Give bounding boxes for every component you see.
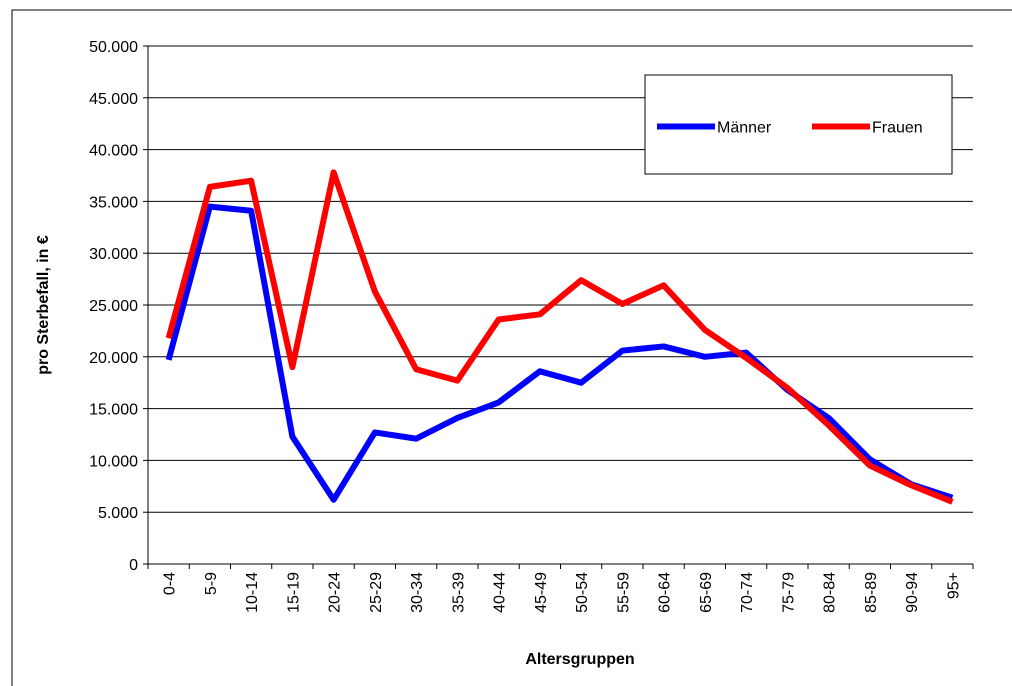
x-tick-label: 80-84 bbox=[822, 572, 839, 613]
x-tick-label: 50-54 bbox=[574, 572, 591, 613]
x-axis-label: Altersgruppen bbox=[525, 651, 634, 668]
y-tick-label: 30.000 bbox=[89, 246, 138, 263]
line-series bbox=[165, 169, 954, 505]
x-tick-label: 85-89 bbox=[863, 572, 880, 613]
x-tick-label: 70-74 bbox=[739, 572, 756, 613]
x-tick-label: 15-19 bbox=[285, 572, 302, 613]
legend-label: Männer bbox=[717, 120, 772, 137]
y-tick-label: 40.000 bbox=[89, 143, 138, 160]
y-tick-label: 10.000 bbox=[89, 453, 138, 470]
x-tick-label: 90-94 bbox=[904, 572, 921, 613]
y-tick-label: 50.000 bbox=[89, 39, 138, 56]
x-tick-label: 45-49 bbox=[533, 572, 550, 613]
x-tick-label: 40-44 bbox=[492, 572, 509, 613]
y-tick-label: 0 bbox=[129, 557, 138, 574]
x-tick-label: 25-29 bbox=[368, 572, 385, 613]
x-tick-label: 65-69 bbox=[698, 572, 715, 613]
x-tick-label: 35-39 bbox=[450, 572, 467, 613]
y-tick-label: 15.000 bbox=[89, 402, 138, 419]
x-tick-label: 30-34 bbox=[409, 572, 426, 613]
y-tick-label: 25.000 bbox=[89, 298, 138, 315]
y-tick-label: 45.000 bbox=[89, 91, 138, 108]
x-tick-label: 5-9 bbox=[203, 572, 220, 595]
x-tick-label: 95+ bbox=[945, 572, 962, 599]
x-tick-label: 55-59 bbox=[615, 572, 632, 613]
x-tick-label: 0-4 bbox=[162, 572, 179, 595]
x-tick-label: 20-24 bbox=[327, 572, 344, 613]
x-tick-label: 60-64 bbox=[657, 572, 674, 613]
y-axis-label: pro Sterbefall, in € bbox=[35, 235, 52, 375]
x-tick-label: 75-79 bbox=[780, 572, 797, 613]
y-tick-label: 35.000 bbox=[89, 194, 138, 211]
legend-label: Frauen bbox=[872, 120, 923, 137]
y-tick-label: 5.000 bbox=[98, 505, 138, 522]
y-tick-label: 20.000 bbox=[89, 350, 138, 367]
x-tick-label: 10-14 bbox=[244, 572, 261, 613]
line-series bbox=[165, 203, 954, 503]
